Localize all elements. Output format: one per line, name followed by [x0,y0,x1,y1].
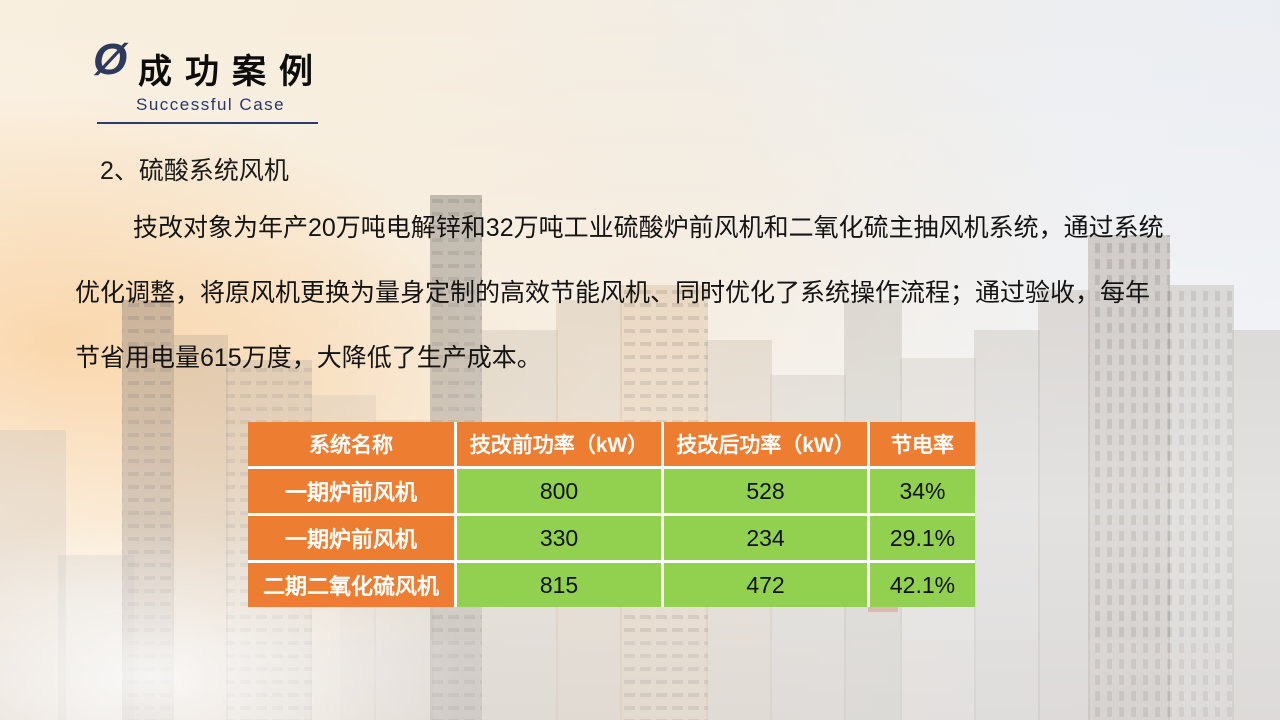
slash-circle-icon: Ø [93,35,128,84]
table-header-power-before: 技改前功率（kW） [457,422,661,466]
table-cell-power-before: 330 [457,516,661,560]
table-header-system-name: 系统名称 [248,422,454,466]
page-title: 成功案例 [138,53,326,91]
table-cell-power-after: 528 [664,469,867,513]
results-table: 系统名称 技改前功率（kW） 技改后功率（kW） 节电率 一期炉前风机 800 … [248,422,975,607]
table-cell-power-after: 472 [664,563,867,607]
paragraph-line-3: 节省用电量615万度，大降低了生产成本。 [75,344,542,372]
table-header-power-after: 技改后功率（kW） [664,422,867,466]
table-cell-saving-rate: 29.1% [870,516,975,560]
table-row-label: 一期炉前风机 [248,469,454,513]
table-cell-power-after: 234 [664,516,867,560]
table-header-saving-rate: 节电率 [870,422,975,466]
table-cell-power-before: 815 [457,563,661,607]
subtitle-underline [97,122,318,124]
table-row-label: 二期二氧化硫风机 [248,563,454,607]
section-heading: 2、硫酸系统风机 [100,157,289,185]
table-row-label: 一期炉前风机 [248,516,454,560]
table-cell-saving-rate: 34% [870,469,975,513]
paragraph-line-1: 技改对象为年产20万吨电解锌和32万吨工业硫酸炉前风机和二氧化硫主抽风机系统，通… [133,214,1164,242]
page-subtitle: Successful Case [136,95,286,114]
table-cell-saving-rate: 42.1% [870,563,975,607]
paragraph-line-2: 优化调整，将原风机更换为量身定制的高效节能风机、同时优化了系统操作流程；通过验收… [75,279,1151,307]
body-paragraph: 技改对象为年产20万吨电解锌和32万吨工业硫酸炉前风机和二氧化硫主抽风机系统，通… [75,196,1250,391]
table-cell-power-before: 800 [457,469,661,513]
